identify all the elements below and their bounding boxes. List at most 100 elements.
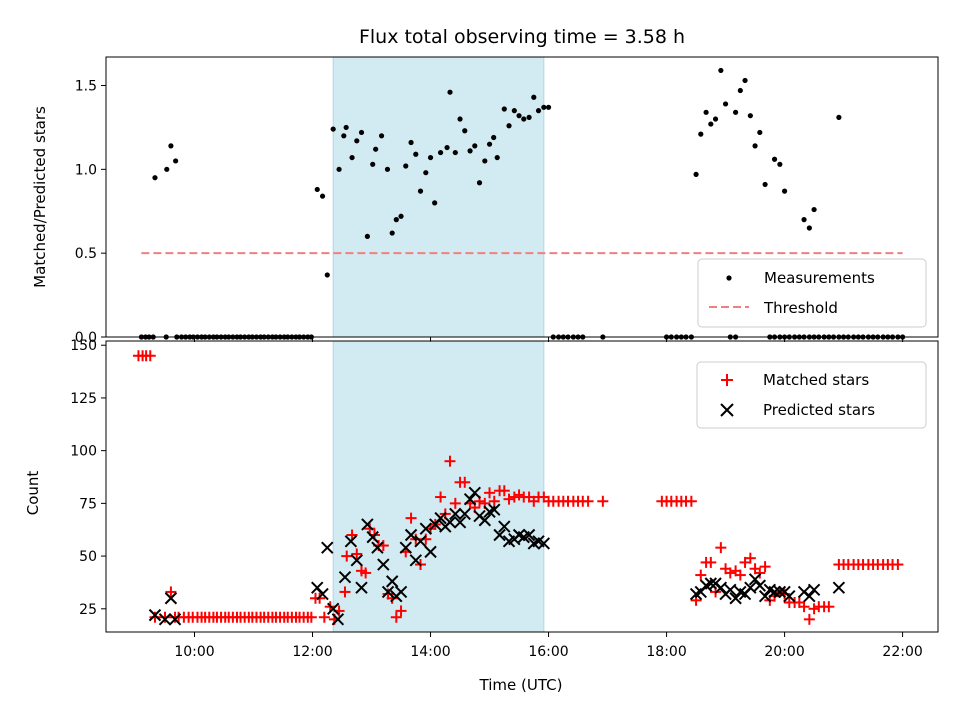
matched-star-point [503,493,515,505]
legend-label-measurements: Measurements [764,269,875,287]
highlight-span-top [332,56,545,338]
matched-star-point [803,613,815,625]
measurement-point [349,154,355,161]
predicted-star-point [748,573,762,586]
measurement-point [393,217,399,223]
matched-star-point [159,611,171,623]
matched-star-point [444,455,456,467]
predicted-star-point [385,575,399,588]
plot-frame-bottom [105,340,939,633]
matched-star-point [341,550,353,562]
measurement-point [389,230,395,236]
matched-star-point [435,491,447,503]
y-axis-label-bottom: Count [24,471,42,516]
chart-title: Flux total observing time = 3.58 h [359,26,685,48]
predicted-star-point [316,587,329,601]
measurement-point [472,143,478,149]
x-tick-label: 20:00 [764,644,804,660]
predicted-star-point [414,535,427,548]
measurement-point [777,161,783,167]
legend-label-predicted: Predicted stars [763,401,875,419]
measurement-point [836,114,842,120]
matched-star-point [360,567,372,579]
y-tick-label: 150 [70,338,97,354]
measurement-point [801,217,807,223]
predicted-star-point [377,558,390,571]
predicted-star-point [158,613,172,626]
predicted-star-point [714,581,728,594]
measurement-point [330,126,336,132]
measurement-point [354,138,360,144]
predicted-star-point [399,541,412,554]
measurement-point [811,206,817,213]
measurement-point [737,87,743,94]
predicted-star-point [168,613,182,626]
matched-star-point [724,567,736,579]
matched-star-point [715,542,727,554]
predicted-star-point [404,528,418,542]
predicted-star-point [443,516,457,529]
matched-star-point [484,487,496,499]
matched-star-point [459,476,471,488]
measurement-point [336,166,342,172]
y-tick-label: 25 [79,602,97,618]
matched-star-point [892,559,904,571]
x-tick-label: 12:00 [292,644,332,660]
predicted-star-point [361,518,374,531]
measurement-point [152,175,158,181]
measurement-point [452,149,458,156]
y-tick-label: 0.5 [75,246,97,262]
legend-marker-predicted [720,403,734,417]
matched-star-point [405,512,417,524]
x-tick-label: 14:00 [410,644,450,660]
measurement-point [747,113,753,119]
matched-star-point [165,586,177,598]
measurement-point [314,186,320,193]
matched-star-point [488,495,500,507]
predicted-star-point [434,511,447,525]
measurement-point [341,133,347,139]
matched-star-point [759,561,771,573]
measurement-point [516,113,522,119]
matched-star-point [513,489,525,501]
plot-frame-top [105,56,939,338]
measurement-point [358,129,365,136]
predicted-star-point [493,528,506,542]
measurement-point [501,106,507,112]
predicted-star-point [371,541,384,554]
measurement-point [708,121,714,127]
predicted-star-point [331,613,345,626]
measurement-point [491,134,497,141]
measurement-point [703,109,709,115]
legend-top: Measurements Threshold [697,258,927,328]
predicted-star-point [350,554,363,567]
predicted-star-point [807,583,821,597]
measurement-point [521,116,527,122]
measurement-point [535,108,542,114]
predicted-star-point [773,585,787,599]
measurement-point [457,116,463,122]
predicted-star-point [419,522,433,535]
matched-star-point [318,611,330,623]
legend-marker-matched [721,374,733,386]
matched-star-point [305,611,317,623]
measurement-point [506,123,512,129]
predicted-star-point [537,537,551,550]
y-tick-label: 75 [79,496,97,512]
measurement-point [432,200,438,206]
y-tick-label: 1.0 [75,162,97,178]
x-tick-label: 16:00 [528,644,568,660]
predicted-star-point [366,530,379,544]
top-panel: 0.0 0.5 1.0 1.5 Matched/Predicted stars Mea… [31,56,939,346]
measurement-point [319,193,326,199]
y-tick-label: 1.5 [75,79,97,95]
measurement-point [413,151,419,157]
measurement-point [486,141,493,147]
measurement-point [476,180,483,186]
measurement-point [364,233,371,240]
measurement-point [398,213,404,219]
x-tick-label: 18:00 [646,644,686,660]
matched-star-point [582,495,594,507]
measurement-point [494,154,500,161]
